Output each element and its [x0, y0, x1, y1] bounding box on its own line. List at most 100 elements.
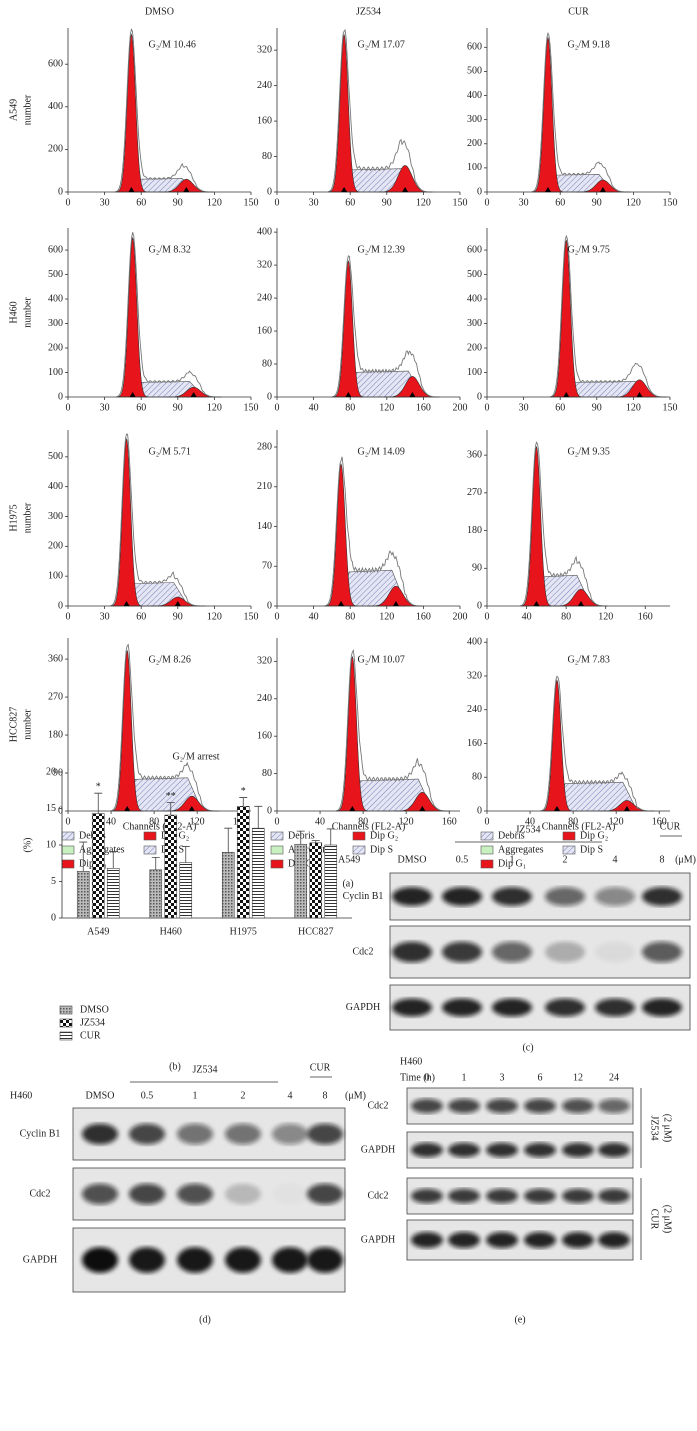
peak-marker: [190, 392, 197, 397]
error-bar: [79, 841, 88, 872]
y-tick-label: 15: [46, 803, 56, 814]
peak-marker: [409, 392, 416, 397]
y-tick-label: 270: [48, 691, 63, 702]
y-tick-label: 240: [257, 693, 272, 704]
x-tick-label: 80: [345, 402, 355, 413]
y-tick-label: 200: [48, 342, 63, 353]
band: [486, 1098, 518, 1114]
group-label: CUR: [310, 1062, 331, 1073]
band: [595, 887, 635, 906]
blot: [406, 1087, 634, 1125]
caption: (a): [342, 878, 353, 889]
y-tick-label: 160: [257, 115, 272, 126]
y-tick-label: 400: [48, 481, 63, 492]
x-tick-label: 90: [592, 402, 602, 413]
x-tick-label: 120: [207, 197, 222, 208]
x-tick-label: 160: [652, 816, 667, 827]
treatment-dose: (2 μM): [662, 1114, 673, 1142]
x-tick-label: 0: [66, 816, 71, 827]
band: [598, 1232, 630, 1248]
lane-label: 2: [241, 1090, 246, 1101]
y-tick-label: 0: [267, 391, 272, 402]
lane-label: 12: [573, 1072, 583, 1083]
y-tick-label: 320: [257, 656, 272, 667]
x-axis-label: Channels (FL2-A): [123, 821, 197, 832]
error-bar: [181, 846, 190, 863]
peak-marker: [183, 187, 190, 192]
fit-envelope: [549, 234, 667, 398]
x-tick-label: 150: [663, 197, 678, 208]
x-tick-label: 30: [519, 197, 529, 208]
lane-label: DMSO: [398, 854, 427, 865]
y-tick-label: 360: [48, 653, 63, 664]
y-tick-label: 90: [472, 563, 482, 574]
y-tick-label: 400: [257, 226, 272, 237]
band: [598, 1098, 630, 1114]
legend-swatch: [270, 831, 284, 841]
x-tick-label: 160: [638, 611, 653, 622]
peak-marker: [338, 601, 345, 606]
x-tick-label: 40: [106, 816, 116, 827]
significance: *: [96, 781, 101, 792]
lane-label: 8: [323, 1090, 328, 1101]
y-tick-label: 400: [48, 101, 63, 112]
x-tick-label: 90: [173, 197, 183, 208]
row-label: GAPDH: [23, 1254, 57, 1265]
y-tick-label: 240: [467, 704, 482, 715]
legend-swatch: [59, 1031, 73, 1041]
x-tick-label: 120: [379, 611, 394, 622]
x-tick-label: H460: [160, 926, 182, 937]
gm-label: G₂/M 9.35: [568, 446, 610, 457]
legend-swatch: [59, 1018, 73, 1028]
band: [411, 1232, 443, 1248]
legend-label: Dip S: [370, 844, 393, 855]
x-tick-label: 120: [626, 197, 641, 208]
y-tick-label: 80: [472, 772, 482, 783]
treatment-name: JZ534: [649, 1116, 660, 1141]
row-label: H460: [8, 301, 19, 323]
band: [82, 1183, 118, 1205]
band: [598, 1142, 630, 1158]
x-tick-label: 0: [275, 197, 280, 208]
fit-envelope: [327, 29, 433, 193]
row-label: Cdc2: [367, 1100, 388, 1111]
band: [545, 887, 585, 906]
band: [411, 1188, 443, 1204]
lane-label: DMSO: [86, 1090, 115, 1101]
blot: [389, 984, 691, 1031]
legend-label: Aggregates: [498, 844, 544, 855]
band: [272, 1184, 308, 1205]
peak-marker: [129, 392, 136, 397]
dip-g1: [540, 679, 573, 812]
band: [598, 1188, 630, 1204]
x-tick-label: 150: [244, 197, 259, 208]
bar: [91, 813, 105, 919]
band: [307, 1183, 343, 1205]
band: [307, 1123, 343, 1145]
error-bar: [166, 802, 175, 816]
row-label: Cyclin B1: [20, 1128, 61, 1139]
band: [642, 941, 682, 963]
band: [486, 1142, 518, 1158]
x-tick-label: 80: [345, 611, 355, 622]
band: [411, 1142, 443, 1158]
band: [524, 1098, 556, 1114]
band: [642, 998, 682, 1017]
y-tick-label: 320: [257, 44, 272, 55]
peak-marker: [623, 806, 630, 811]
legend-swatch: [480, 845, 494, 855]
row-label: A549: [8, 99, 19, 121]
legend-swatch: [143, 845, 157, 855]
lane-label: 3: [500, 1072, 505, 1083]
y-tick-label: 200: [48, 541, 63, 552]
x-tick-label: 30: [309, 197, 319, 208]
bar: [149, 869, 163, 919]
band: [177, 1123, 213, 1145]
gm-label: G₂/M 12.39: [358, 244, 405, 255]
x-tick-label: 0: [485, 402, 490, 413]
x-tick-label: HCC827: [298, 926, 334, 937]
band: [448, 1142, 480, 1158]
gm-label: G₂/M 10.07: [358, 654, 405, 665]
peak-marker: [402, 187, 409, 192]
